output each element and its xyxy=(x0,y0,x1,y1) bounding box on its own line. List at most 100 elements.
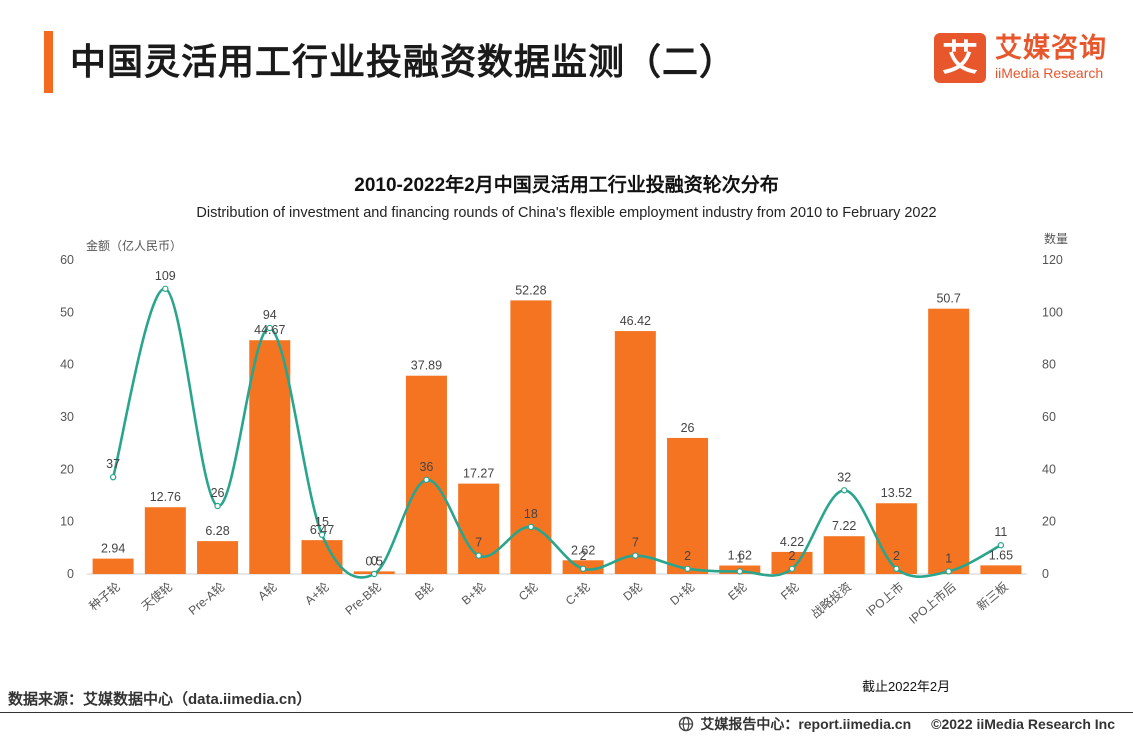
count-point-E轮 xyxy=(736,568,743,575)
logo-text-cn: 艾媒咨询 xyxy=(995,33,1107,63)
bar-value-label: 6.28 xyxy=(205,524,229,538)
chart-subtitle: Distribution of investment and financing… xyxy=(196,205,937,221)
count-point-Pre-A轮 xyxy=(214,502,221,510)
y-left-tick-label: 40 xyxy=(60,358,74,372)
x-tick-label: C轮 xyxy=(516,580,541,604)
bar-value-label: 7.22 xyxy=(832,519,856,533)
bar-value-label: 1.65 xyxy=(989,548,1013,562)
bar-value-label: 46.42 xyxy=(620,314,651,328)
x-tick-label: A轮 xyxy=(255,580,279,604)
bar-B+轮 xyxy=(458,483,500,574)
title-accent-bar xyxy=(44,31,53,93)
count-value-label: 2 xyxy=(893,549,900,563)
y-left-tick-label: 20 xyxy=(60,462,74,476)
x-tick-label: 天使轮 xyxy=(138,579,175,614)
count-point-D+轮 xyxy=(684,565,691,572)
y-right-tick-label: 0 xyxy=(1042,567,1049,581)
x-tick-label: E轮 xyxy=(725,580,749,604)
count-value-label: 36 xyxy=(419,460,433,474)
footer-copyright: ©2022 iiMedia Research Inc xyxy=(931,716,1115,732)
bar-D+轮 xyxy=(667,437,709,574)
x-tick-label: Pre-A轮 xyxy=(186,580,228,618)
x-tick-label: D+轮 xyxy=(667,580,697,609)
y-right-tick-label: 120 xyxy=(1042,253,1063,267)
count-value-label: 37 xyxy=(106,457,120,471)
count-value-label: 0 xyxy=(371,554,378,568)
y-right-tick-label: 40 xyxy=(1042,462,1056,476)
count-value-label: 11 xyxy=(994,525,1007,539)
globe-icon xyxy=(679,716,694,732)
count-point-F轮 xyxy=(788,565,796,572)
count-point-D轮 xyxy=(632,552,639,559)
y-right-tick-label: 80 xyxy=(1042,358,1056,372)
y-right-tick-label: 60 xyxy=(1042,410,1056,424)
bar-value-label: 17.27 xyxy=(463,467,494,481)
count-value-label: 32 xyxy=(837,470,851,484)
count-value-label: 2 xyxy=(684,549,691,563)
count-point-B轮 xyxy=(423,476,430,483)
count-value-label: 7 xyxy=(475,536,482,550)
bar-value-label: 50.7 xyxy=(936,292,960,306)
bar-value-label: 4.22 xyxy=(780,535,804,549)
y-left-tick-label: 10 xyxy=(60,515,74,529)
bar-IPO上市 xyxy=(875,503,917,574)
count-value-label: 2 xyxy=(789,549,796,563)
x-tick-label: D轮 xyxy=(620,580,645,604)
bar-value-label: 1.62 xyxy=(728,549,752,563)
bar-value-label: 13.52 xyxy=(881,486,912,500)
y-left-tick-label: 50 xyxy=(60,305,74,319)
bar-D轮 xyxy=(614,331,656,574)
y-left-axis-title: 金额（亿人民币） xyxy=(86,238,182,253)
x-tick-label: C+轮 xyxy=(563,580,593,609)
bar-value-label: 0.5 xyxy=(366,554,383,568)
count-point-IPO上市 xyxy=(893,565,900,572)
bar-A轮 xyxy=(249,340,291,574)
bar-value-label: 52.28 xyxy=(515,283,546,297)
cutoff-note: 截止2022年2月 xyxy=(862,679,951,694)
x-tick-label: B轮 xyxy=(412,580,436,604)
count-point-A轮 xyxy=(266,324,273,332)
footer-report-center[interactable]: 艾媒报告中心：report.iimedia.cn xyxy=(700,716,912,732)
bar-value-label: 6.47 xyxy=(310,523,334,537)
count-value-label: 7 xyxy=(632,536,639,550)
bar-value-label: 12.76 xyxy=(150,490,181,504)
chart-title: 2010-2022年2月中国灵活用工行业投融资轮次分布 xyxy=(354,175,779,196)
y-left-tick-label: 0 xyxy=(67,567,74,581)
count-point-B+轮 xyxy=(475,552,482,559)
bar-value-label: 44.67 xyxy=(254,323,285,337)
bar-value-label: 2.94 xyxy=(101,542,125,556)
count-point-天使轮 xyxy=(162,285,169,292)
bar-Pre-A轮 xyxy=(197,541,239,574)
x-tick-label: F轮 xyxy=(778,580,802,603)
count-point-新三板 xyxy=(997,542,1005,549)
page-title: 中国灵活用工行业投融资数据监测（二） xyxy=(70,41,737,82)
bar-B轮 xyxy=(405,375,447,574)
count-value-label: 2 xyxy=(580,549,587,563)
x-tick-label: B+轮 xyxy=(459,580,489,608)
count-point-战略投资 xyxy=(841,487,848,494)
bar-天使轮 xyxy=(144,507,186,574)
count-value-label: 1 xyxy=(736,551,743,565)
count-value-label: 109 xyxy=(155,269,176,283)
count-value-label: 18 xyxy=(524,507,538,521)
count-point-种子轮 xyxy=(109,473,117,481)
brand-logo: 艾 艾媒咨询 iiMedia Research xyxy=(934,33,1124,85)
bar-种子轮 xyxy=(92,558,134,574)
count-point-Pre-B轮 xyxy=(371,570,378,578)
count-line xyxy=(111,287,1002,579)
x-tick-label: IPO上市 xyxy=(862,579,906,619)
x-tick-label: 新三板 xyxy=(974,579,1011,614)
x-tick-label: IPO上市后 xyxy=(906,579,959,627)
y-right-tick-label: 20 xyxy=(1042,515,1056,529)
y-right-axis-title: 数量 xyxy=(1044,231,1068,246)
count-point-A+轮 xyxy=(318,531,326,538)
x-tick-label: Pre-B轮 xyxy=(342,580,384,618)
bar-value-label: 37.89 xyxy=(411,359,442,373)
count-point-C轮 xyxy=(527,523,535,531)
bar-战略投资 xyxy=(823,536,865,574)
y-left-tick-label: 30 xyxy=(60,410,74,424)
x-tick-label: 战略投资 xyxy=(808,579,854,621)
logo-text-en: iiMedia Research xyxy=(995,65,1104,81)
bar-A+轮 xyxy=(301,540,343,574)
count-point-IPO上市后 xyxy=(945,568,952,575)
